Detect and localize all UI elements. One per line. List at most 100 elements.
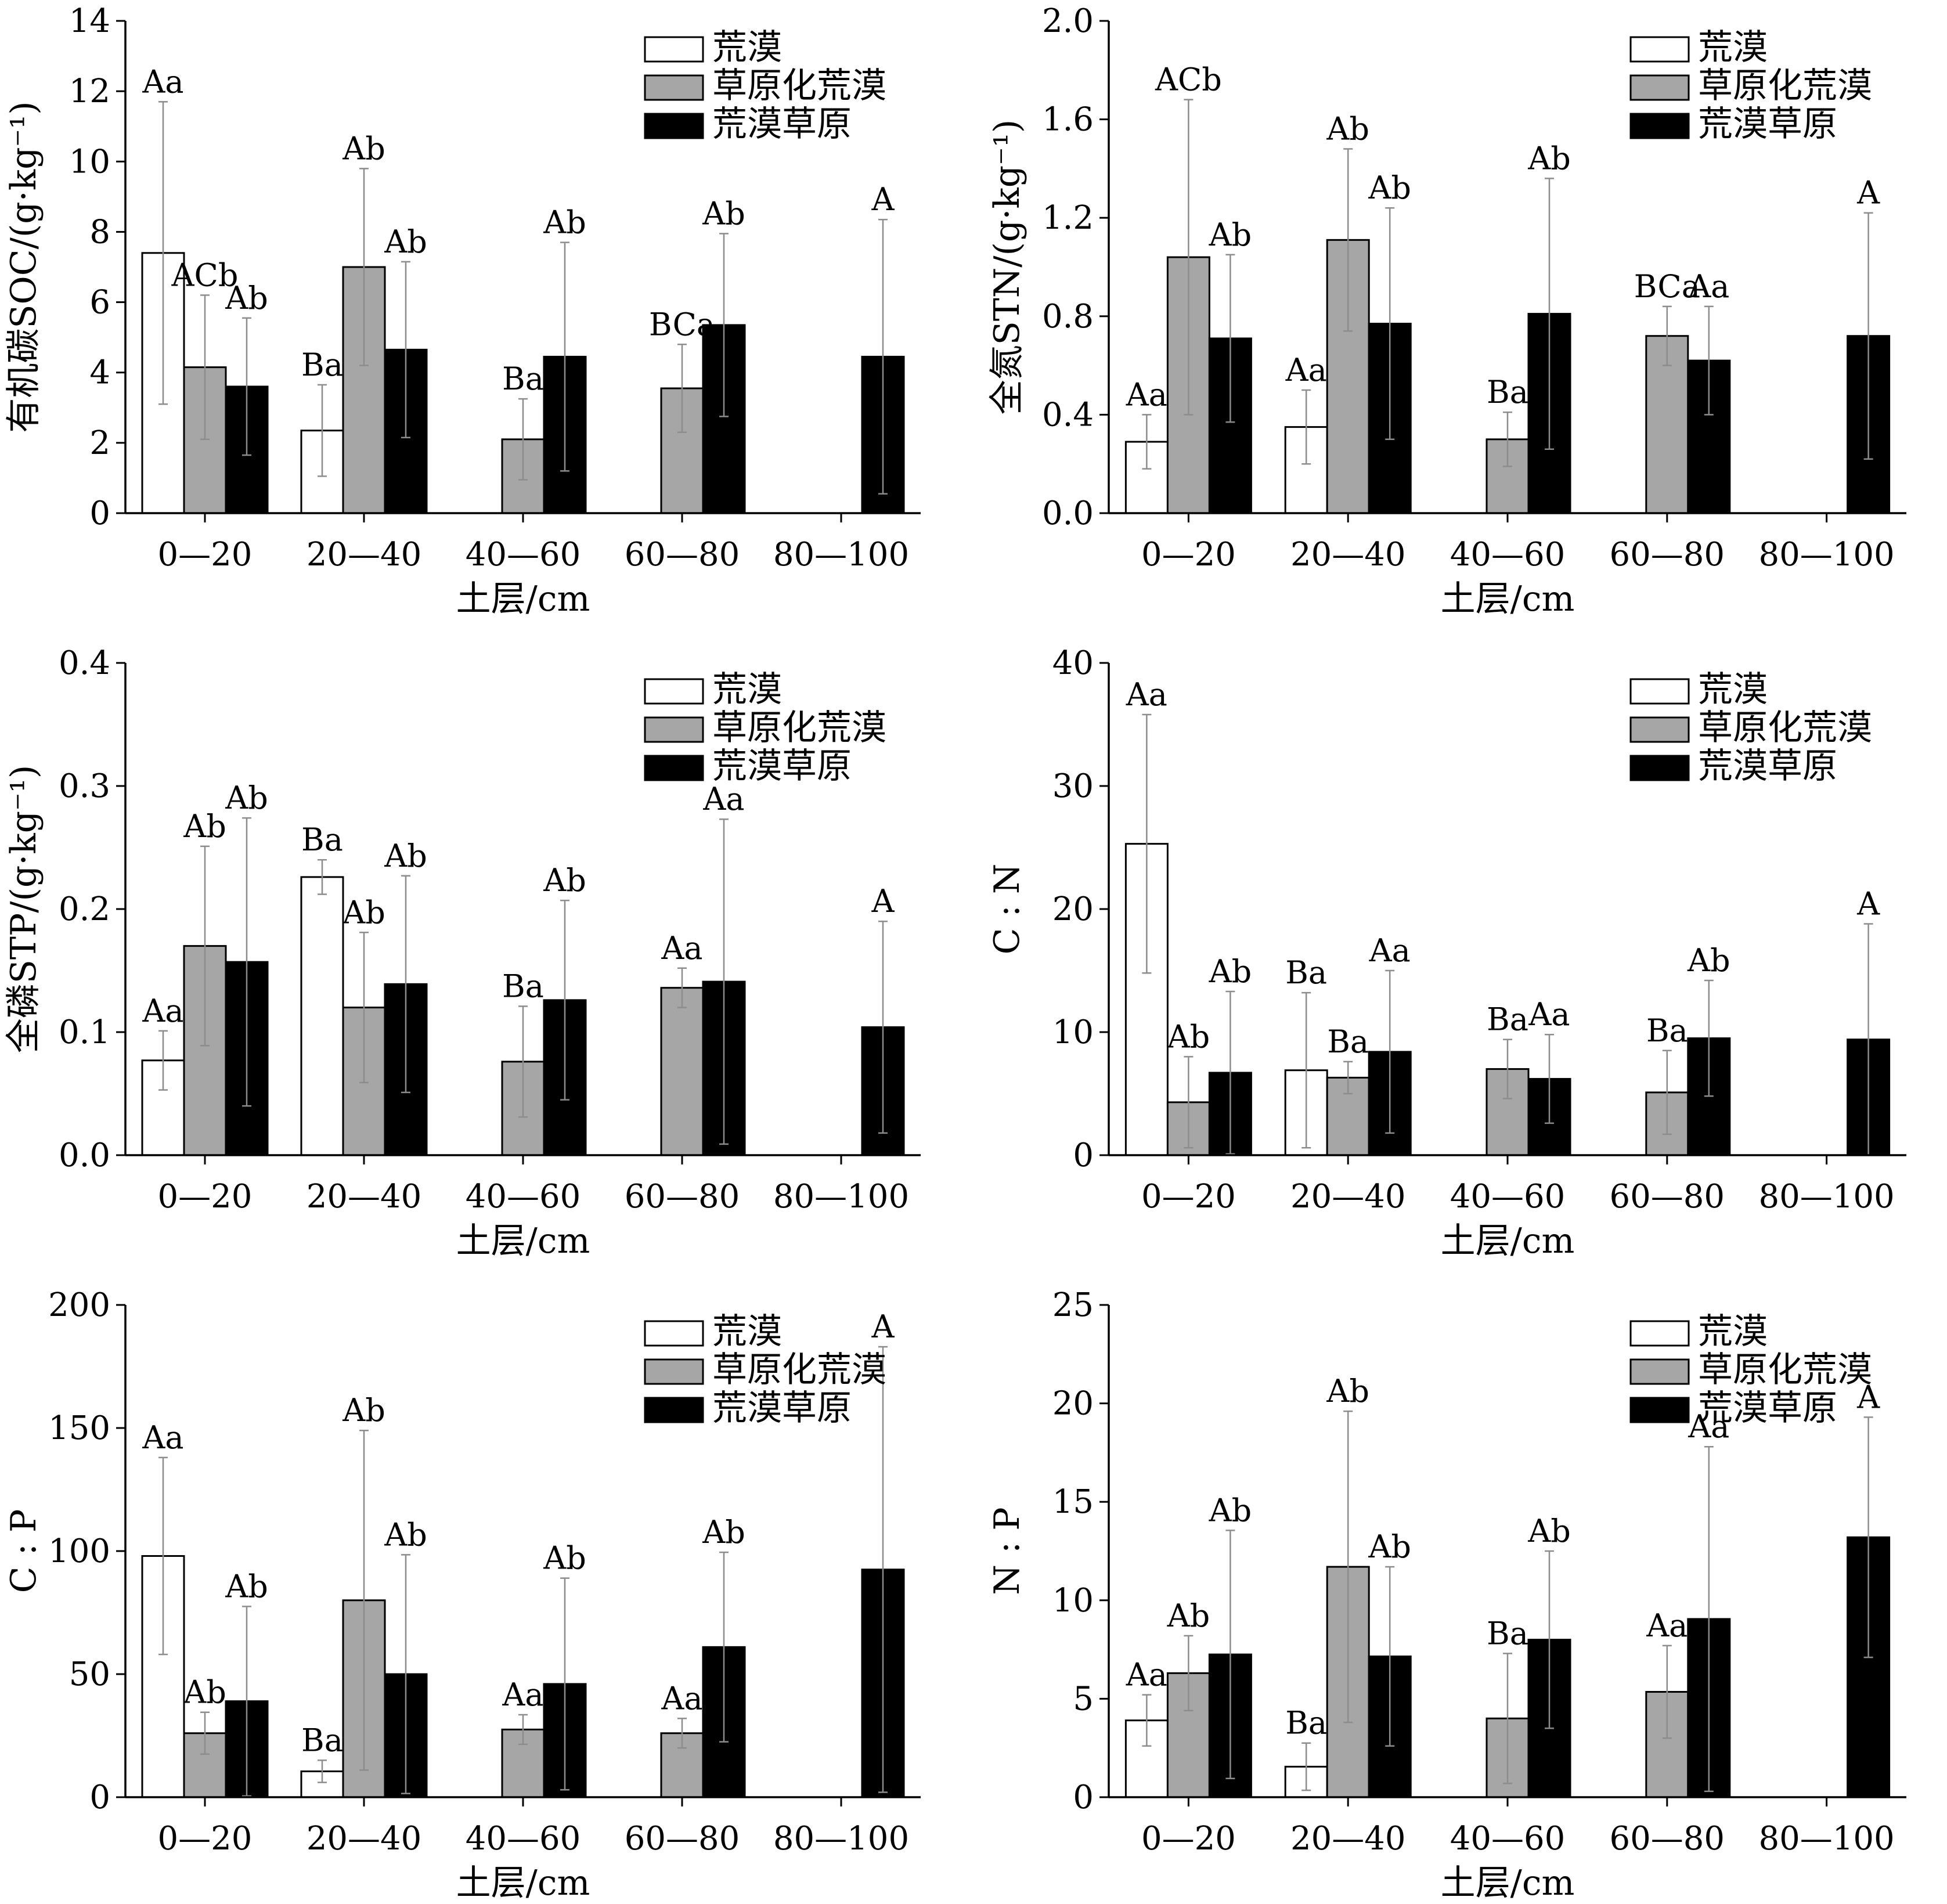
- y-tick-label: 5: [1073, 1680, 1094, 1718]
- legend-label: 草原化荒漠: [712, 1350, 886, 1390]
- y-tick-label: 0.1: [59, 1014, 110, 1051]
- legend-swatch: [1629, 36, 1690, 63]
- legend-label: 荒漠: [712, 27, 782, 68]
- legend-label: 草原化荒漠: [1698, 66, 1872, 106]
- y-tick-label: 10: [1052, 1582, 1094, 1620]
- x-tick-label: 80—100: [773, 536, 909, 574]
- y-tick-label: 1.6: [1042, 101, 1094, 139]
- y-tick-label: 0: [89, 495, 110, 532]
- legend-label: 草原化荒漠: [1698, 1350, 1872, 1390]
- significance-label: A: [871, 883, 895, 919]
- y-axis-title: 全氮STN/(g·kg⁻¹): [987, 120, 1027, 415]
- x-axis-title: 土层/cm: [1441, 1221, 1575, 1261]
- legend-label: 荒漠: [712, 669, 782, 710]
- chart-panel-6: 0 5 10 15 20 25 0—20 20—40 40—60 60—80 80—100 Aa Ba A…: [987, 1286, 1906, 1903]
- significance-label: Ab: [702, 1514, 745, 1550]
- y-tick-label: 0: [1073, 1137, 1094, 1174]
- x-tick-label: 0—20: [1141, 1178, 1236, 1216]
- legend-label: 荒漠: [1698, 1311, 1768, 1352]
- chart-panel-1: 0 2 4 6 8 10 12 14 0—20 20—40 40—60 60—80 80—100 Aa Ba…: [3, 2, 921, 619]
- significance-label: A: [1856, 175, 1880, 211]
- significance-label: Ba: [301, 821, 343, 858]
- legend-label: 草原化荒漠: [712, 66, 886, 106]
- significance-label: Ab: [183, 808, 226, 845]
- significance-label: Ab: [1209, 953, 1252, 990]
- significance-label: Ab: [384, 838, 427, 874]
- y-tick-label: 15: [1052, 1483, 1094, 1521]
- significance-label: Ba: [301, 347, 343, 383]
- significance-label: Ab: [384, 1516, 427, 1553]
- significance-label: Ab: [543, 1540, 586, 1577]
- y-tick-label: 0.4: [1042, 396, 1094, 434]
- x-tick-label: 20—40: [1290, 1820, 1406, 1858]
- y-tick-label: 0: [89, 1779, 110, 1816]
- x-tick-label: 40—60: [466, 1820, 581, 1858]
- x-axis-title: 土层/cm: [456, 579, 590, 619]
- legend-label: 荒漠草原: [712, 746, 852, 787]
- significance-label: Ab: [1209, 217, 1252, 253]
- significance-label: Ab: [1167, 1018, 1210, 1055]
- significance-label: Ab: [1687, 942, 1730, 979]
- bar-1-2: [300, 876, 344, 1156]
- legend-swatch: [644, 113, 704, 139]
- legend-swatch: [1629, 1397, 1690, 1423]
- y-axis-title: 全磷STP/(g·kg⁻¹): [3, 765, 44, 1054]
- x-tick-label: 80—100: [1759, 536, 1895, 574]
- legend-swatch: [644, 36, 704, 63]
- y-tick-label: 100: [48, 1532, 110, 1570]
- significance-label: Ab: [342, 894, 385, 931]
- legend-label: 荒漠草原: [1698, 1388, 1837, 1429]
- significance-label: Aa: [1126, 1657, 1167, 1693]
- legend-swatch: [1629, 1320, 1690, 1347]
- significance-label: Aa: [1369, 932, 1411, 969]
- y-tick-label: 25: [1052, 1286, 1094, 1324]
- y-tick-label: 0.3: [59, 767, 110, 805]
- x-tick-label: 40—60: [466, 1178, 581, 1216]
- legend-swatch: [1629, 755, 1690, 781]
- significance-label: Ab: [225, 280, 268, 316]
- legend-swatch: [644, 1358, 704, 1385]
- x-axis-title: 土层/cm: [1441, 1863, 1575, 1903]
- significance-label: Ba: [1487, 1001, 1528, 1038]
- x-tick-label: 80—100: [773, 1820, 909, 1858]
- significance-label: Aa: [502, 1676, 543, 1713]
- legend-swatch: [1629, 113, 1690, 139]
- significance-label: Ba: [1327, 1023, 1369, 1060]
- y-tick-label: 2: [89, 424, 110, 462]
- significance-label: Ab: [1326, 110, 1369, 147]
- significance-label: Aa: [1126, 376, 1167, 413]
- legend-label: 荒漠草原: [1698, 104, 1837, 145]
- bar-2-4: [660, 987, 704, 1156]
- y-tick-label: 0: [1073, 1779, 1094, 1816]
- y-tick-label: 200: [48, 1286, 110, 1324]
- y-axis-title: C : P: [3, 1509, 44, 1593]
- x-tick-label: 0—20: [158, 536, 253, 574]
- x-tick-label: 80—100: [773, 1178, 909, 1216]
- significance-label: A: [871, 181, 895, 218]
- x-tick-label: 0—20: [1141, 536, 1236, 574]
- legend-swatch: [644, 755, 704, 781]
- significance-label: Ab: [225, 780, 268, 816]
- chart-panel-5: 0 50 100 150 200 0—20 20—40 40—60 60—80 80—100 Aa B…: [3, 1286, 921, 1903]
- significance-label: ACb: [1155, 62, 1222, 98]
- x-tick-label: 60—80: [1610, 536, 1725, 574]
- x-tick-label: 40—60: [1450, 1178, 1566, 1216]
- y-tick-label: 0.0: [1042, 495, 1094, 532]
- legend-swatch: [1629, 74, 1690, 101]
- y-tick-label: 4: [89, 354, 110, 392]
- legend-label: 荒漠草原: [712, 1388, 852, 1429]
- significance-label: Ab: [702, 195, 745, 232]
- x-axis-title: 土层/cm: [456, 1863, 590, 1903]
- chart-panel-2: 0.0 0.4 0.8 1.2 1.6 2.0 0—20 20—40 40—60 60—80 80—…: [987, 2, 1906, 619]
- significance-label: Aa: [1126, 676, 1167, 713]
- y-tick-label: 20: [1052, 1385, 1094, 1423]
- significance-label: Aa: [1688, 268, 1729, 305]
- significance-label: Ba: [1285, 1705, 1327, 1741]
- significance-label: Ab: [1368, 1528, 1411, 1565]
- x-tick-label: 20—40: [1290, 536, 1406, 574]
- y-tick-label: 12: [69, 73, 110, 110]
- legend-label: 草原化荒漠: [712, 708, 886, 748]
- legend-label: 荒漠草原: [712, 104, 852, 145]
- significance-label: A: [1856, 885, 1880, 922]
